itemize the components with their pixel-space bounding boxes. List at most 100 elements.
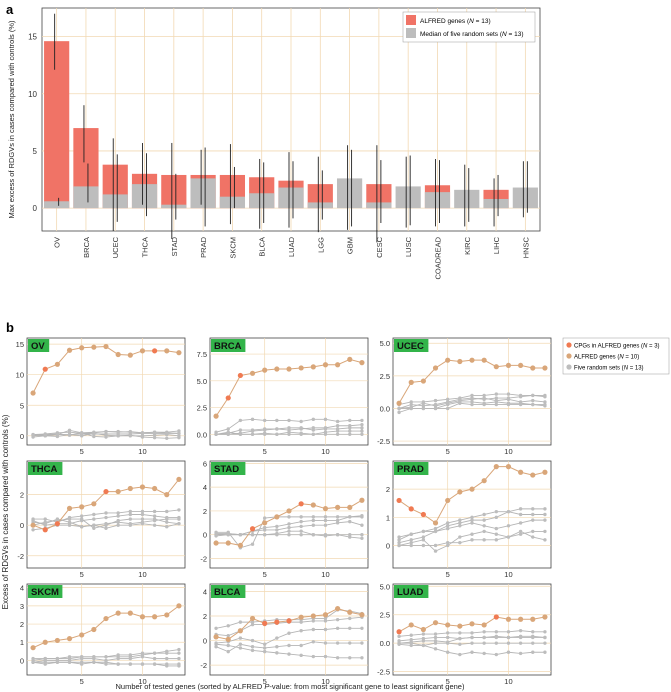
point-random-set (360, 626, 364, 630)
point-random-set (470, 521, 474, 525)
point-random-set (323, 616, 328, 621)
bar-median-hnsc (512, 187, 538, 209)
point-random-set (226, 624, 230, 628)
point-random-set (226, 633, 230, 638)
point-random-set (433, 641, 438, 645)
point-random-set (287, 426, 291, 430)
point-random-set (287, 522, 291, 526)
point-random-set (421, 543, 426, 548)
subplot-blca: -2 0 2 4 5 10 BLCA (200, 583, 369, 686)
point-alfred (359, 497, 365, 503)
point-random-set (43, 517, 47, 521)
point-alfred (335, 362, 341, 368)
point-random-set (360, 432, 364, 436)
point-random-set (262, 533, 267, 537)
point-random-set (128, 517, 133, 521)
point-random-set (421, 643, 426, 648)
point-random-set (92, 660, 96, 664)
point-random-set (79, 660, 84, 664)
point-alfred (164, 492, 170, 498)
point-alfred (469, 357, 475, 363)
point-alfred (249, 615, 256, 622)
point-random-set (531, 650, 535, 654)
point-random-set (397, 410, 401, 415)
point-random-set (494, 396, 499, 400)
x-tick-label: 5 (263, 677, 267, 686)
point-random-set (128, 523, 133, 527)
point-random-set (543, 538, 547, 542)
point-alfred (79, 345, 85, 351)
subplot-label: OV (31, 341, 45, 352)
point-random-set (323, 641, 328, 645)
point-cpg (396, 497, 402, 504)
point-random-set (433, 406, 438, 411)
point-random-set (335, 521, 340, 525)
point-random-set (494, 532, 499, 536)
point-random-set (43, 433, 47, 437)
y-tick-label: 4 (203, 483, 207, 492)
point-alfred (91, 626, 97, 633)
point-random-set (104, 662, 108, 666)
subplot-label-bg (211, 462, 246, 475)
point-random-set (397, 538, 401, 542)
y-tick-label: -2 (200, 661, 207, 670)
point-random-set (299, 620, 303, 624)
point-alfred (298, 614, 304, 620)
point-random-set (531, 630, 535, 634)
point-random-set (262, 642, 267, 646)
x-tick-label: 5 (263, 570, 267, 579)
point-random-set (409, 643, 413, 648)
point-random-set (543, 650, 547, 654)
bar-median-coadread (424, 192, 451, 209)
point-alfred (54, 361, 60, 367)
subplot-label-bg (394, 585, 429, 598)
point-alfred (91, 501, 97, 507)
point-random-set (104, 432, 108, 436)
point-random-set (140, 517, 145, 521)
point-random-set (482, 402, 486, 407)
point-random-set (116, 514, 120, 518)
point-random-set (458, 642, 462, 646)
subplot-label-bg (28, 585, 63, 598)
point-random-set (165, 520, 169, 524)
point-random-set (152, 656, 157, 661)
point-random-set (31, 432, 35, 437)
point-random-set (165, 509, 169, 514)
point-alfred (420, 626, 426, 633)
point-random-set (421, 529, 426, 534)
point-random-set (360, 429, 364, 433)
bar-alfred-stad (161, 174, 187, 209)
point-alfred (298, 365, 304, 371)
point-random-set (518, 395, 523, 399)
point-random-set (458, 518, 462, 522)
point-random-set (67, 517, 72, 521)
x-tick-label: COADREAD (433, 236, 442, 279)
point-alfred (274, 514, 280, 520)
point-random-set (250, 648, 255, 653)
point-cpg (152, 348, 158, 354)
point-random-set (323, 619, 328, 623)
point-random-set (445, 540, 450, 545)
point-random-set (67, 660, 72, 664)
point-alfred (91, 344, 97, 350)
point-random-set (311, 619, 316, 623)
point-random-set (531, 635, 535, 640)
point-random-set (275, 524, 279, 529)
point-random-set (445, 641, 450, 645)
point-random-set (482, 396, 486, 400)
point-random-set (531, 507, 535, 511)
point-random-set (299, 515, 303, 519)
x-tick-label: LIHC (492, 236, 501, 254)
point-random-set (397, 535, 401, 539)
point-random-set (494, 538, 499, 542)
point-random-set (470, 650, 474, 654)
point-alfred (335, 605, 341, 612)
y-tick-label: 0.0 (380, 404, 390, 413)
point-random-set (226, 533, 230, 537)
point-alfred (103, 615, 109, 622)
point-random-set (335, 432, 340, 436)
point-random-set (445, 635, 450, 640)
point-alfred (103, 343, 109, 350)
point-alfred (542, 469, 548, 475)
point-random-set (152, 523, 157, 527)
